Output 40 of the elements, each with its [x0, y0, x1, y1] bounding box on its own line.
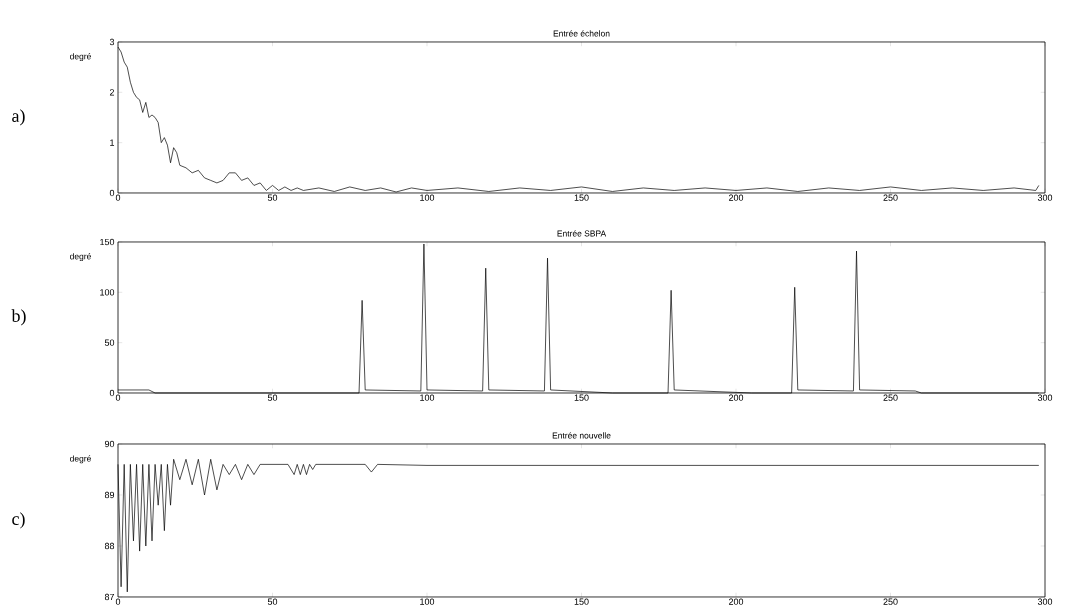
y-tick-label: 2	[109, 89, 115, 96]
x-tick-label: 200	[728, 394, 744, 401]
chart-title: Entrée échelon	[553, 30, 610, 37]
x-tick-label: 200	[728, 598, 744, 605]
x-tick-label: 250	[883, 194, 898, 201]
x-tick-label: 50	[267, 194, 278, 201]
y-axis-title: degré	[70, 53, 91, 62]
y-tick-label: 3	[109, 38, 115, 46]
y-tick-label: 90	[104, 440, 115, 448]
y-tick-label: 50	[104, 339, 115, 346]
y-tick-label: 87	[104, 593, 115, 601]
x-tick-label: 100	[420, 598, 435, 605]
y-tick-label: 1	[110, 139, 115, 146]
x-tick-label: 150	[574, 598, 589, 605]
chart-title: Entrée SBPA	[557, 230, 607, 237]
text: a)	[12, 109, 25, 126]
x-tick-label: 0	[115, 598, 121, 605]
x-tick-label: 300	[1037, 194, 1053, 201]
text: c)	[12, 512, 25, 529]
x-tick-label: 100	[420, 394, 435, 401]
y-tick-label: 88	[104, 542, 115, 550]
text: b)	[11, 309, 26, 326]
x-tick-label: 300	[1037, 394, 1053, 401]
x-tick-label: 200	[728, 194, 744, 201]
x-tick-label: 250	[883, 598, 898, 605]
y-axis-title: degré	[70, 253, 91, 262]
x-tick-label: 100	[420, 194, 435, 201]
x-tick-label: 300	[1037, 598, 1053, 605]
y-tick-label: 150	[100, 238, 115, 246]
x-tick-label: 150	[574, 394, 589, 401]
chart-title: Entrée nouvelle	[552, 432, 611, 439]
y-tick-label: 100	[100, 289, 115, 296]
x-tick-label: 250	[883, 394, 898, 401]
x-tick-label: 50	[267, 598, 278, 605]
x-tick-label: 150	[574, 194, 589, 201]
y-tick-label: 89	[104, 491, 115, 499]
x-tick-label: 50	[267, 394, 278, 401]
x-tick-label: 0	[115, 194, 121, 201]
x-tick-label: 0	[115, 394, 121, 401]
y-axis-title: degré	[70, 455, 91, 464]
